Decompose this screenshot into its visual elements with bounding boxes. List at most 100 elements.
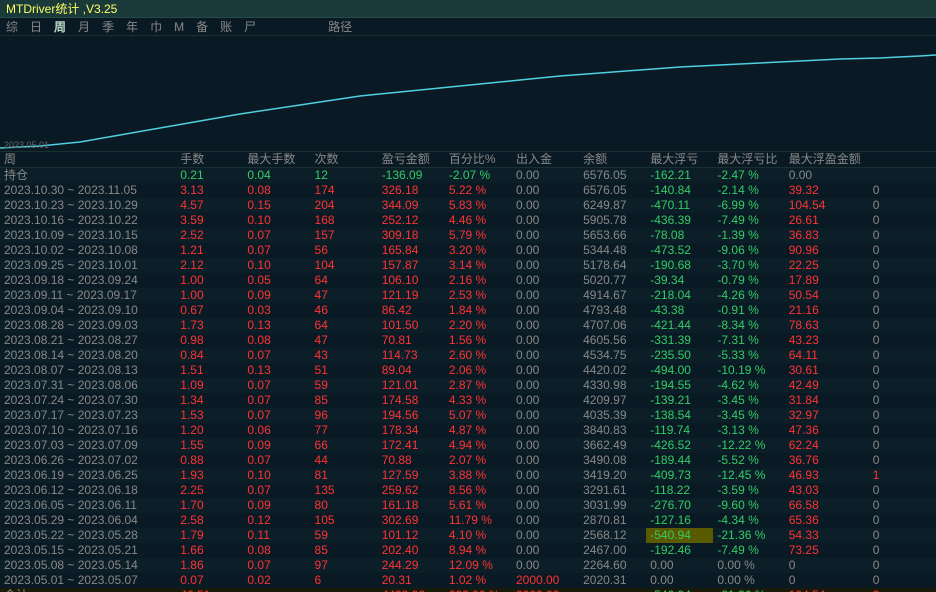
col-header[interactable]: 盈亏金额: [378, 152, 445, 168]
table-cell: 1.02 %: [445, 573, 512, 588]
table-row[interactable]: 2023.07.31 ~ 2023.08.061.090.0759121.012…: [0, 378, 936, 393]
table-row[interactable]: 2023.05.22 ~ 2023.05.281.790.1159101.124…: [0, 528, 936, 543]
table-cell: 0.00: [512, 363, 579, 378]
table-cell: 0.03: [243, 303, 310, 318]
table-cell: -470.11: [646, 198, 713, 213]
toolbar-item[interactable]: M: [174, 20, 184, 34]
toolbar-item[interactable]: 备: [196, 18, 208, 35]
toolbar-item[interactable]: 年: [126, 18, 138, 35]
table-cell: 2023.10.02 ~ 2023.10.08: [0, 243, 176, 258]
table-cell: -0.79 %: [713, 273, 784, 288]
table-cell: 2.16 %: [445, 273, 512, 288]
table-cell: 114.73: [378, 348, 445, 363]
table-cell: 0.11: [243, 528, 310, 543]
table-row[interactable]: 2023.08.21 ~ 2023.08.270.980.084770.811.…: [0, 333, 936, 348]
table-cell: 0: [869, 228, 936, 243]
toolbar-item[interactable]: 日: [30, 18, 42, 35]
table-cell: 0.00: [512, 243, 579, 258]
table-row[interactable]: 2023.06.19 ~ 2023.06.251.930.1081127.593…: [0, 468, 936, 483]
table-cell: -194.55: [646, 378, 713, 393]
table-row[interactable]: 2023.07.24 ~ 2023.07.301.340.0785174.584…: [0, 393, 936, 408]
table-row[interactable]: 2023.08.28 ~ 2023.09.031.730.1364101.502…: [0, 318, 936, 333]
toolbar-item[interactable]: 季: [102, 18, 114, 35]
toolbar-item[interactable]: 账: [220, 18, 232, 35]
table-cell: 4605.56: [579, 333, 646, 348]
table-row[interactable]: 2023.10.30 ~ 2023.11.053.130.08174326.18…: [0, 183, 936, 198]
col-header[interactable]: 最大浮盈金额: [785, 152, 869, 168]
table-row[interactable]: 2023.09.04 ~ 2023.09.100.670.034686.421.…: [0, 303, 936, 318]
table-row[interactable]: 2023.09.18 ~ 2023.09.241.000.0564106.102…: [0, 273, 936, 288]
table-cell: -5.52 %: [713, 453, 784, 468]
table-cell: 1.21: [176, 243, 243, 258]
table-cell: 0: [869, 408, 936, 423]
table-cell: -162.21: [646, 168, 713, 184]
table-cell: -118.22: [646, 483, 713, 498]
table-cell: 5905.78: [579, 213, 646, 228]
table-row[interactable]: 2023.07.10 ~ 2023.07.161.200.0677178.344…: [0, 423, 936, 438]
col-header[interactable]: 最大手数: [243, 152, 310, 168]
table-cell: 2.06 %: [445, 363, 512, 378]
col-header[interactable]: 百分比%: [445, 152, 512, 168]
table-cell: 101.12: [378, 528, 445, 543]
table-cell: 157.87: [378, 258, 445, 273]
table-row[interactable]: 2023.05.08 ~ 2023.05.141.860.0797244.291…: [0, 558, 936, 573]
table-row[interactable]: 2023.10.02 ~ 2023.10.081.210.0756165.843…: [0, 243, 936, 258]
table-cell: 4.10 %: [445, 528, 512, 543]
col-header[interactable]: 手数: [176, 152, 243, 168]
table-cell: 0.09: [243, 288, 310, 303]
table-cell: 0.07: [243, 453, 310, 468]
toolbar-item[interactable]: 尸: [244, 18, 256, 35]
col-header[interactable]: 最大浮亏比: [713, 152, 784, 168]
col-header[interactable]: [869, 152, 936, 168]
toolbar-item[interactable]: 巾: [150, 18, 162, 35]
table-row[interactable]: 2023.07.17 ~ 2023.07.231.530.0796194.565…: [0, 408, 936, 423]
table-cell: 32.97: [785, 408, 869, 423]
table-row[interactable]: 2023.05.29 ~ 2023.06.042.580.12105302.69…: [0, 513, 936, 528]
table-cell: -3.59 %: [713, 483, 784, 498]
table-cell: 6576.05: [579, 168, 646, 184]
stats-table-container[interactable]: 周手数最大手数次数盈亏金额百分比%出入金余额最大浮亏最大浮亏比最大浮盈金额 持仓…: [0, 152, 936, 592]
table-cell: 47: [311, 288, 378, 303]
table-row[interactable]: 2023.05.01 ~ 2023.05.070.070.02620.311.0…: [0, 573, 936, 588]
table-row[interactable]: 2023.10.16 ~ 2023.10.223.590.10168252.12…: [0, 213, 936, 228]
table-row[interactable]: 2023.10.09 ~ 2023.10.152.520.07157309.18…: [0, 228, 936, 243]
table-row[interactable]: 2023.06.26 ~ 2023.07.020.880.074470.882.…: [0, 453, 936, 468]
table-cell: 2023.08.21 ~ 2023.08.27: [0, 333, 176, 348]
col-header[interactable]: 余额: [579, 152, 646, 168]
table-cell: 86.42: [378, 303, 445, 318]
table-cell: 59: [311, 528, 378, 543]
table-cell: 3840.83: [579, 423, 646, 438]
table-row[interactable]: 2023.08.07 ~ 2023.08.131.510.135189.042.…: [0, 363, 936, 378]
table-row[interactable]: 2023.05.15 ~ 2023.05.211.660.0885202.408…: [0, 543, 936, 558]
table-cell: -473.52: [646, 243, 713, 258]
table-row[interactable]: 2023.10.23 ~ 2023.10.294.570.15204344.09…: [0, 198, 936, 213]
table-cell: 0.06: [243, 423, 310, 438]
table-cell: 47.36: [785, 423, 869, 438]
toolbar-item[interactable]: 综: [6, 18, 18, 35]
table-cell: 168: [311, 213, 378, 228]
table-cell: 1.51: [176, 363, 243, 378]
toolbar-item[interactable]: 月: [78, 18, 90, 35]
table-row[interactable]: 2023.08.14 ~ 2023.08.200.840.0743114.732…: [0, 348, 936, 363]
table-row[interactable]: 2023.06.05 ~ 2023.06.111.700.0980161.185…: [0, 498, 936, 513]
toolbar-path-button[interactable]: 路径: [328, 18, 352, 35]
table-row[interactable]: 2023.07.03 ~ 2023.07.091.550.0966172.414…: [0, 438, 936, 453]
col-header[interactable]: 次数: [311, 152, 378, 168]
col-header[interactable]: 出入金: [512, 152, 579, 168]
table-row[interactable]: 2023.09.11 ~ 2023.09.171.000.0947121.192…: [0, 288, 936, 303]
table-cell: -3.13 %: [713, 423, 784, 438]
table-row[interactable]: 2023.09.25 ~ 2023.10.012.120.10104157.87…: [0, 258, 936, 273]
table-cell: 11.79 %: [445, 513, 512, 528]
col-header[interactable]: 周: [0, 152, 176, 168]
table-cell: 2023.08.28 ~ 2023.09.03: [0, 318, 176, 333]
table-row[interactable]: 2023.06.12 ~ 2023.06.182.250.07135259.62…: [0, 483, 936, 498]
table-cell: 0.00: [512, 468, 579, 483]
toolbar-item-week-active[interactable]: 周: [54, 18, 66, 35]
col-header[interactable]: 最大浮亏: [646, 152, 713, 168]
table-cell: 0.00: [512, 513, 579, 528]
table-cell: 4.87 %: [445, 423, 512, 438]
table-cell: 0.84: [176, 348, 243, 363]
table-cell: 0.00: [785, 168, 869, 184]
table-cell: 3662.49: [579, 438, 646, 453]
table-cell: 65.36: [785, 513, 869, 528]
